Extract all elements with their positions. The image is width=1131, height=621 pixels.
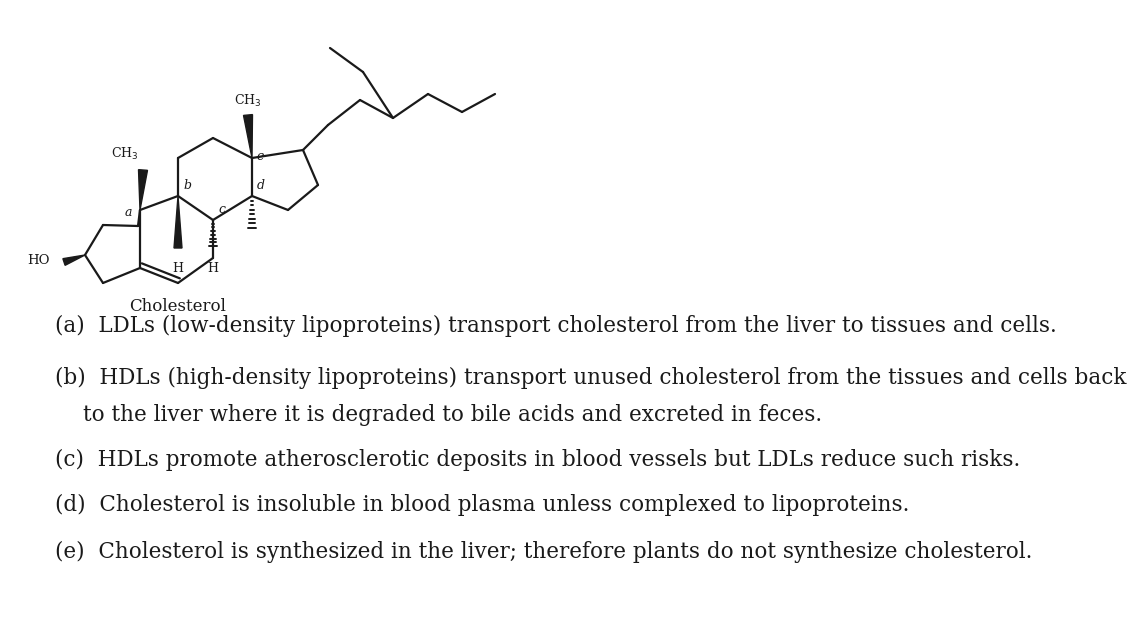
Text: to the liver where it is degraded to bile acids and excreted in feces.: to the liver where it is degraded to bil… [83,404,822,426]
Text: (a)  LDLs (low-density lipoproteins) transport cholesterol from the liver to tis: (a) LDLs (low-density lipoproteins) tran… [55,315,1056,337]
Text: H: H [173,262,183,275]
Text: a: a [124,207,132,219]
Text: (d)  Cholesterol is insoluble in blood plasma unless complexed to lipoproteins.: (d) Cholesterol is insoluble in blood pl… [55,494,909,516]
Text: CH$_3$: CH$_3$ [234,93,261,109]
Polygon shape [174,196,182,248]
Polygon shape [243,115,252,158]
Text: Cholesterol: Cholesterol [130,298,226,315]
Polygon shape [138,170,147,210]
Polygon shape [63,255,85,265]
Text: (c)  HDLs promote atherosclerotic deposits in blood vessels but LDLs reduce such: (c) HDLs promote atherosclerotic deposit… [55,449,1020,471]
Text: H: H [207,262,218,275]
Text: CH$_3$: CH$_3$ [111,146,138,162]
Text: (b)  HDLs (high-density lipoproteins) transport unused cholesterol from the tiss: (b) HDLs (high-density lipoproteins) tra… [55,367,1126,389]
Text: (e)  Cholesterol is synthesized in the liver; therefore plants do not synthesize: (e) Cholesterol is synthesized in the li… [55,541,1033,563]
Text: HO: HO [27,253,50,266]
Text: c: c [218,203,225,216]
Text: e: e [256,150,264,163]
Text: d: d [257,179,265,192]
Text: b: b [183,179,191,192]
